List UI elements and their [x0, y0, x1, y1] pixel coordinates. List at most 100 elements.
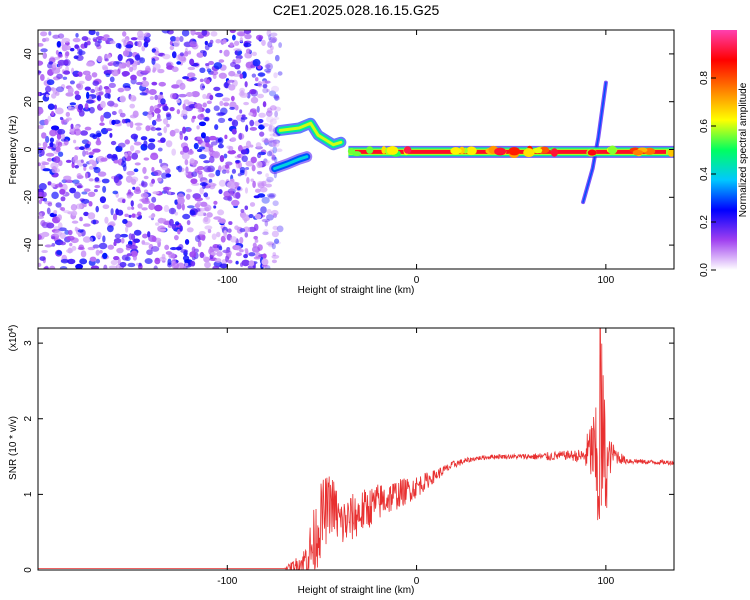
- noise-blob: [248, 112, 253, 116]
- carrier-blob: [403, 146, 412, 154]
- noise-blob: [125, 44, 134, 49]
- noise-blob: [161, 165, 169, 171]
- noise-blob: [236, 70, 242, 75]
- noise-blob: [219, 154, 225, 163]
- noise-blob: [107, 244, 115, 250]
- noise-blob: [130, 200, 134, 207]
- noise-blob: [252, 58, 261, 67]
- noise-blob: [216, 112, 225, 117]
- noise-blob: [143, 157, 150, 161]
- noise-blob: [128, 66, 134, 73]
- noise-blob: [139, 92, 148, 96]
- noise-blob: [170, 247, 178, 251]
- noise-blob: [130, 37, 138, 41]
- noise-blob: [199, 67, 206, 74]
- noise-blob: [108, 82, 116, 88]
- noise-blob: [38, 212, 43, 217]
- noise-blob: [200, 132, 206, 139]
- colorbar-label: Normalized spectral amplitude: [738, 82, 749, 217]
- noise-blob: [231, 199, 240, 207]
- noise-blob: [88, 151, 95, 155]
- noise-blob: [98, 91, 104, 96]
- noise-blob: [240, 209, 245, 213]
- noise-blob: [82, 163, 88, 168]
- carrier-blob: [508, 147, 520, 156]
- noise-blob: [141, 45, 146, 52]
- noise-blob: [49, 129, 57, 137]
- noise-blob: [266, 49, 274, 55]
- noise-blob: [182, 76, 190, 80]
- noise-blob: [256, 152, 262, 159]
- noise-blob: [131, 63, 137, 71]
- noise-blob: [93, 166, 99, 170]
- noise-blob: [256, 171, 263, 175]
- noise-blob: [262, 101, 267, 108]
- noise-blob: [129, 121, 134, 129]
- noise-blob: [55, 107, 64, 115]
- noise-blob: [141, 181, 148, 188]
- noise-blob: [45, 85, 52, 93]
- noise-blob: [96, 95, 100, 101]
- carrier-blob: [466, 146, 477, 156]
- snr-y-scale-label: (x104): [8, 325, 19, 352]
- noise-blob: [56, 133, 62, 140]
- noise-blob: [88, 201, 93, 207]
- noise-blob: [229, 42, 234, 47]
- noise-blob: [38, 142, 42, 147]
- noise-blob: [256, 105, 260, 113]
- noise-blob: [234, 64, 241, 70]
- noise-blob: [277, 71, 283, 76]
- noise-blob: [182, 145, 190, 153]
- noise-blob: [51, 165, 58, 174]
- noise-blob: [155, 127, 162, 131]
- noise-blob: [171, 51, 177, 59]
- noise-blob: [92, 244, 100, 249]
- noise-blob: [227, 117, 233, 122]
- noise-blob: [157, 147, 163, 152]
- noise-blob: [79, 216, 83, 222]
- noise-blob: [261, 218, 270, 223]
- noise-blob: [187, 50, 192, 55]
- noise-blob: [134, 122, 143, 126]
- noise-blob: [257, 72, 266, 77]
- noise-blob: [257, 93, 264, 99]
- noise-blob: [129, 103, 136, 109]
- noise-blob: [255, 34, 264, 41]
- noise-blob: [51, 236, 56, 240]
- noise-blob: [196, 136, 203, 141]
- noise-blob: [141, 207, 148, 211]
- noise-blob: [103, 264, 108, 269]
- snr-x-label: Height of straight line (km): [298, 585, 415, 596]
- noise-blob: [135, 186, 141, 192]
- noise-blob: [51, 93, 57, 99]
- noise-blob: [216, 231, 221, 238]
- noise-blob: [192, 115, 197, 120]
- noise-blob: [268, 149, 274, 156]
- noise-blob: [169, 106, 175, 112]
- noise-blob: [58, 227, 67, 232]
- noise-blob: [199, 251, 205, 259]
- noise-blob: [94, 40, 101, 47]
- noise-blob: [50, 110, 55, 116]
- noise-blob: [201, 30, 208, 36]
- noise-blob: [41, 132, 47, 139]
- noise-blob: [249, 202, 256, 207]
- noise-blob: [209, 155, 215, 164]
- noise-blob: [123, 118, 131, 124]
- noise-blob: [154, 94, 159, 101]
- noise-blob: [113, 176, 120, 184]
- snr-x-tick-label: 100: [598, 576, 615, 587]
- noise-blob: [60, 258, 69, 264]
- noise-blob: [271, 259, 277, 264]
- noise-blob: [53, 156, 61, 164]
- noise-blob: [174, 211, 179, 216]
- noise-blob: [154, 257, 161, 265]
- noise-blob: [77, 184, 84, 189]
- noise-blob: [194, 103, 203, 109]
- noise-blob: [89, 133, 96, 138]
- noise-blob: [126, 60, 131, 68]
- noise-blob: [92, 148, 101, 153]
- noise-blob: [268, 90, 277, 97]
- noise-blob: [196, 200, 202, 205]
- noise-blob: [147, 111, 153, 115]
